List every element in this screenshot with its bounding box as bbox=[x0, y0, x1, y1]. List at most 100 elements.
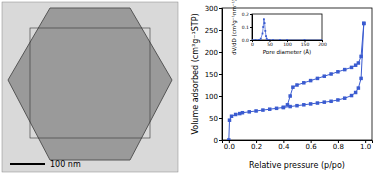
series-line bbox=[252, 19, 322, 40]
tem-image: 100 nm bbox=[2, 2, 178, 172]
tick-label: 0 bbox=[251, 42, 254, 47]
x-axis-title: Relative pressure (p/po) bbox=[249, 161, 345, 170]
tick-label: 50 bbox=[209, 115, 218, 123]
marker bbox=[279, 39, 281, 40]
marker bbox=[282, 106, 286, 110]
tick-label: 0.1 bbox=[242, 25, 249, 30]
tick-label: 0.0 bbox=[242, 38, 249, 43]
marker bbox=[241, 111, 245, 115]
tick: 100 bbox=[283, 40, 292, 47]
marker bbox=[295, 104, 299, 108]
x-axis: 0.0 0.2 0.4 0.6 0.8 1.0 bbox=[223, 140, 373, 151]
scale-bar bbox=[10, 163, 45, 165]
tick: 0.4 bbox=[278, 140, 290, 151]
tick: 250 bbox=[205, 27, 222, 35]
marker bbox=[295, 83, 299, 87]
tick: 300 bbox=[205, 5, 222, 13]
axis-line bbox=[223, 141, 373, 144]
tick-label: 0.8 bbox=[333, 143, 344, 151]
marker bbox=[248, 110, 252, 114]
tick-label: 0 bbox=[214, 137, 218, 145]
tick-mark bbox=[219, 140, 222, 141]
marker bbox=[323, 74, 327, 78]
y-axis: 0 50 100 150 200 250 300 bbox=[205, 5, 223, 145]
tick-mark bbox=[219, 8, 222, 9]
y-axis-title: dV/dD (cm³g⁻¹nm⁻¹) bbox=[231, 0, 238, 55]
scale-bar-label: 100 nm bbox=[50, 160, 81, 169]
figure: 100 nm 0.0 0.2 0.4 0.6 0.8 1.0 0 50 100 150 200 250 3… bbox=[0, 0, 378, 174]
x-axis-title: Pore diameter (Å) bbox=[263, 48, 312, 55]
marker bbox=[336, 70, 340, 74]
marker bbox=[359, 77, 363, 81]
marker bbox=[321, 39, 322, 40]
marker bbox=[302, 103, 306, 107]
marker bbox=[264, 22, 266, 24]
tick: 150 bbox=[205, 71, 222, 79]
marker bbox=[262, 33, 264, 35]
x-axis: 050100150200 bbox=[251, 40, 327, 47]
tick-label: 1.0 bbox=[360, 143, 371, 151]
crystal bbox=[8, 8, 172, 160]
marker bbox=[234, 113, 238, 117]
tick: 150 bbox=[301, 40, 310, 47]
marker bbox=[357, 86, 361, 90]
marker bbox=[264, 30, 266, 32]
tick-label: 200 bbox=[205, 49, 218, 57]
tick-label: 50 bbox=[267, 42, 273, 47]
tick-mark bbox=[219, 118, 222, 119]
marker bbox=[291, 85, 295, 89]
marker bbox=[309, 102, 313, 106]
tick-label: 0.0 bbox=[224, 143, 235, 151]
marker bbox=[262, 26, 264, 28]
marker bbox=[261, 108, 265, 112]
tick-label: 100 bbox=[205, 93, 218, 101]
tick-label: 300 bbox=[205, 5, 218, 13]
marker bbox=[272, 39, 274, 40]
marker bbox=[329, 72, 333, 76]
marker bbox=[362, 22, 366, 26]
tick-label: 150 bbox=[301, 42, 310, 47]
marker bbox=[350, 66, 354, 70]
tick: 0.2 bbox=[251, 140, 262, 151]
inset-background bbox=[232, 10, 326, 56]
marker bbox=[228, 118, 232, 122]
marker bbox=[329, 100, 333, 104]
plot-frame bbox=[252, 14, 322, 40]
marker bbox=[323, 100, 327, 104]
tick-mark bbox=[219, 96, 222, 97]
tick-label: 0.4 bbox=[278, 143, 290, 151]
marker bbox=[350, 94, 354, 98]
tick: 0 bbox=[251, 40, 254, 47]
plot-frame bbox=[222, 8, 372, 140]
tick-mark bbox=[219, 30, 222, 31]
tick: 50 bbox=[267, 40, 273, 47]
tick: 1.0 bbox=[360, 140, 371, 151]
marker bbox=[362, 22, 366, 26]
marker bbox=[227, 138, 231, 140]
tick-label: 0.2 bbox=[242, 12, 249, 17]
marker bbox=[343, 68, 347, 72]
tick: 100 bbox=[205, 93, 222, 101]
marker bbox=[265, 35, 267, 37]
marker bbox=[255, 39, 257, 40]
marker bbox=[359, 55, 363, 59]
tick-mark bbox=[219, 52, 222, 53]
marker bbox=[263, 18, 265, 20]
marker bbox=[258, 39, 260, 40]
tick-label: 0.6 bbox=[306, 143, 318, 151]
tick-label: 150 bbox=[205, 71, 218, 79]
tick-label: 0.2 bbox=[251, 143, 262, 151]
marker bbox=[286, 39, 288, 40]
chart: 0501001502000.00.10.2Pore diameter (Å)dV… bbox=[231, 0, 327, 56]
tick: 0.8 bbox=[333, 140, 344, 151]
y-axis: 0.0 0.1 0.2 bbox=[242, 12, 253, 43]
marker bbox=[316, 77, 320, 81]
marker bbox=[343, 96, 347, 100]
marker bbox=[230, 114, 234, 118]
marker bbox=[282, 106, 286, 110]
tick: 0.0 bbox=[224, 140, 235, 151]
marker bbox=[288, 94, 292, 98]
plot-area bbox=[252, 18, 322, 40]
marker bbox=[286, 103, 290, 107]
inset-frame bbox=[30, 28, 150, 138]
